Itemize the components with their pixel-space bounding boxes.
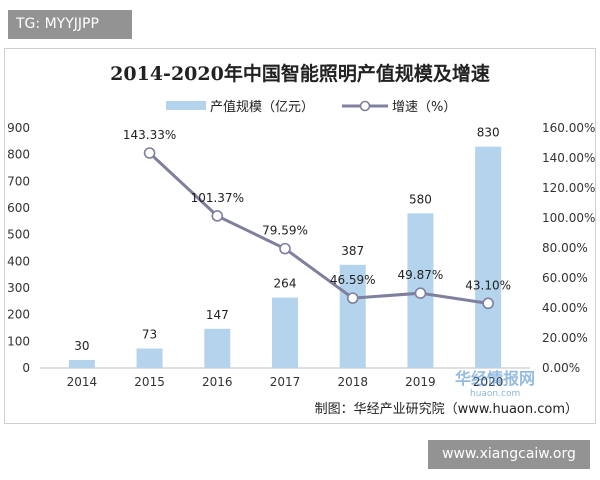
bar-value-label: 387	[341, 244, 364, 258]
left-tick-label: 300	[7, 281, 30, 295]
right-tick-label: 100.00%	[542, 211, 595, 225]
huaon-watermark: 华经情报网 huaon.com	[455, 369, 535, 399]
growth-value-label: 46.59%	[330, 273, 376, 287]
left-tick-label: 800	[7, 148, 30, 162]
growth-value-label: 101.37%	[191, 191, 244, 205]
growth-value-label: 49.87%	[398, 268, 444, 282]
bar	[272, 297, 298, 368]
growth-point	[414, 287, 427, 299]
left-axis-ticks: 0 100 200 300 400 500 600 700 800 900	[7, 121, 30, 375]
bar	[136, 348, 163, 368]
left-tick-label: 0	[22, 361, 30, 375]
legend-bar-swatch	[166, 101, 206, 110]
watermark-name: 华经情报网	[455, 369, 535, 388]
x-tick-label: 2017	[270, 375, 301, 389]
bar-data-labels: 30 73 147 264 387 580 830	[74, 126, 499, 353]
growth-point	[482, 297, 494, 310]
growth-value-label: 43.10%	[465, 278, 511, 292]
watermark-url: huaon.com	[470, 389, 520, 399]
right-tick-label: 20.00%	[542, 331, 588, 345]
site-watermark: www.xiangcaiw.org	[428, 440, 590, 469]
right-tick-label: 140.00%	[542, 151, 595, 165]
left-tick-label: 500	[7, 228, 30, 242]
line-data-labels: 143.33% 101.37% 79.59% 46.59% 49.87% 43.10%	[123, 128, 511, 292]
x-tick-label: 2015	[134, 375, 165, 389]
growth-line	[148, 151, 489, 305]
source-note: 制图：华经产业研究院（www.huaon.com）	[315, 402, 578, 417]
left-tick-label: 700	[7, 174, 30, 188]
bar-series	[68, 146, 502, 368]
growth-value-label: 143.33%	[123, 128, 176, 142]
right-tick-label: 0.00%	[542, 361, 580, 375]
x-tick-label: 2016	[202, 375, 233, 389]
x-tick-label: 2014	[67, 375, 98, 389]
line-series	[143, 147, 494, 310]
bar-value-label: 30	[74, 339, 89, 353]
left-tick-label: 400	[7, 254, 30, 268]
bar-value-label: 264	[274, 277, 297, 291]
bar	[204, 328, 231, 368]
growth-point	[346, 292, 359, 304]
bar	[339, 264, 366, 368]
left-tick-label: 100	[7, 334, 30, 348]
chart-title: 2014-2020年中国智能照明产值规模及增速	[110, 62, 490, 85]
legend-bar-label: 产值规模（亿元）	[210, 99, 314, 115]
bar	[475, 146, 502, 368]
right-tick-label: 40.00%	[542, 301, 588, 315]
right-tick-label: 80.00%	[542, 241, 588, 255]
growth-point	[279, 242, 291, 255]
growth-value-label: 79.59%	[262, 224, 308, 238]
left-tick-label: 600	[7, 201, 30, 215]
left-tick-label: 200	[7, 308, 30, 322]
bar-value-label: 147	[206, 308, 229, 322]
legend-line-label: 增速（%）	[392, 100, 456, 115]
x-axis-ticks: 2014 2015 2016 2017 2018 2019 2020	[67, 375, 504, 389]
growth-point	[211, 210, 224, 222]
bar-value-label: 580	[409, 192, 432, 206]
chart-frame	[4, 48, 596, 424]
right-tick-label: 60.00%	[542, 271, 588, 285]
growth-point	[143, 147, 156, 159]
right-axis-ticks: 0.00% 20.00% 40.00% 60.00% 80.00% 100.00% 120.…	[542, 121, 595, 375]
left-tick-label: 900	[7, 121, 30, 135]
x-tick-label: 2020	[473, 375, 504, 389]
x-tick-label: 2019	[405, 375, 436, 389]
x-tick-label: 2018	[337, 375, 368, 389]
right-tick-label: 160.00%	[542, 121, 595, 135]
bar-value-label: 830	[477, 126, 500, 140]
legend-line-marker	[359, 100, 371, 112]
bar-value-label: 73	[142, 328, 157, 342]
channel-tag: TG: MYYJJPP	[8, 10, 132, 39]
right-tick-label: 120.00%	[542, 181, 595, 195]
legend: 产值规模（亿元） 增速（%）	[166, 99, 456, 115]
bar	[68, 360, 95, 368]
